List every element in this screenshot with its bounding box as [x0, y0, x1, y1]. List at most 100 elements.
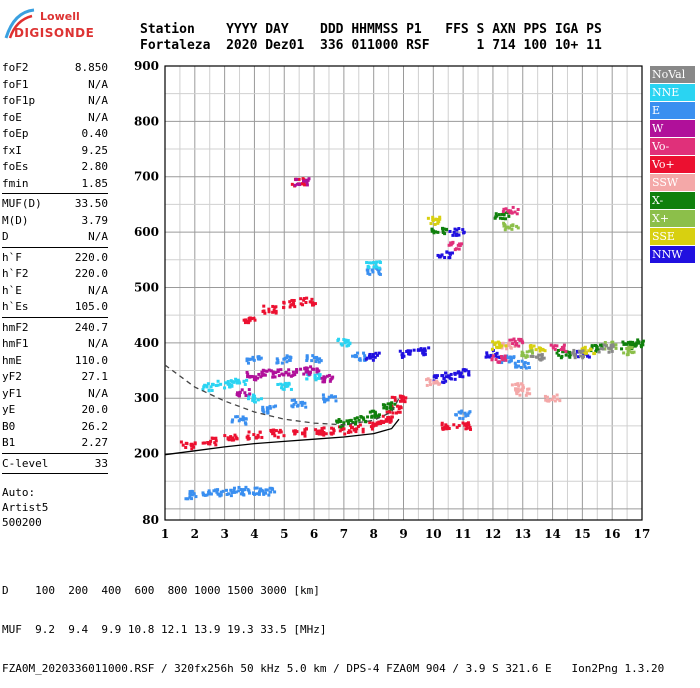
echo-point — [370, 409, 374, 413]
echo-point — [434, 376, 438, 380]
echo-point — [314, 428, 318, 432]
echo-point — [635, 341, 639, 345]
echo-point — [214, 488, 218, 492]
echo-point — [241, 418, 245, 422]
echo-point — [555, 397, 559, 401]
echo-point — [515, 224, 519, 228]
autoscaling-info: Auto: Artist5 500200 — [2, 485, 48, 530]
echo-point — [416, 348, 420, 352]
echo-point — [290, 298, 294, 302]
echo-point — [232, 488, 236, 492]
echo-point — [449, 243, 453, 247]
echo-point — [254, 375, 258, 379]
echo-point — [374, 423, 378, 427]
echo-point — [359, 415, 363, 419]
echo-point — [600, 343, 604, 347]
echo-point — [516, 226, 520, 230]
x-tick-label: 12 — [485, 527, 502, 541]
echo-point — [540, 355, 544, 359]
echo-point — [525, 354, 529, 358]
echo-point — [209, 492, 213, 496]
echo-point — [455, 228, 459, 232]
echo-point — [308, 300, 312, 304]
echo-point — [239, 417, 243, 421]
echo-point — [217, 492, 221, 496]
echo-point — [440, 374, 444, 378]
echo-point — [300, 403, 304, 407]
legend-item: Vo+ — [650, 156, 695, 173]
echo-point — [522, 362, 526, 366]
echo-point — [377, 266, 381, 270]
echo-point — [428, 383, 432, 387]
echo-point — [303, 179, 307, 183]
echo-point — [521, 351, 525, 355]
echo-point — [523, 365, 527, 369]
echo-point — [552, 395, 556, 399]
echo-point — [529, 354, 533, 358]
echo-point — [599, 347, 603, 351]
param-name: B1 — [2, 436, 16, 449]
echo-point — [342, 421, 346, 425]
echo-point — [211, 382, 215, 386]
echo-point — [243, 321, 247, 325]
echo-point — [501, 341, 505, 345]
polarization-legend: NoVal NNE E W Vo- Vo+ SSW X- X+ SSE NNW — [650, 66, 695, 264]
echo-point — [530, 349, 534, 353]
echo-point — [515, 392, 519, 396]
echo-point — [589, 347, 593, 351]
echo-point — [511, 224, 515, 228]
echo-point — [269, 369, 273, 373]
echo-point — [451, 233, 455, 237]
echo-point — [505, 354, 509, 358]
echo-point — [223, 386, 227, 390]
echo-point — [292, 429, 296, 433]
echo-point — [453, 372, 457, 376]
param-row: yE 20.0 — [2, 402, 108, 419]
echo-point — [327, 395, 331, 399]
echo-point — [246, 488, 250, 492]
echo-point — [466, 421, 470, 425]
echo-point — [423, 352, 427, 356]
echo-point — [500, 356, 504, 360]
legend-item: NNW — [650, 246, 695, 263]
footer-distance-row: D 100 200 400 600 800 1000 1500 3000 [km… — [2, 584, 320, 597]
echo-point — [185, 442, 189, 446]
echo-point — [280, 372, 284, 376]
echo-point — [245, 370, 249, 374]
echo-point — [611, 344, 615, 348]
echo-point — [370, 415, 374, 419]
echo-point — [495, 214, 499, 218]
echo-point — [399, 406, 403, 410]
echo-point — [186, 497, 190, 501]
echo-point — [310, 359, 314, 363]
param-value: 26.2 — [81, 419, 109, 433]
echo-point — [540, 357, 544, 361]
echo-point — [304, 405, 308, 409]
echo-point — [268, 404, 272, 408]
param-name: B0 — [2, 419, 16, 433]
echo-point — [319, 429, 323, 433]
echo-point — [234, 490, 238, 494]
echo-point — [398, 410, 402, 414]
echo-point — [435, 374, 439, 378]
echo-point — [351, 354, 355, 358]
echo-point — [499, 354, 503, 358]
echo-point — [632, 350, 636, 354]
echo-point — [564, 349, 568, 353]
echo-point — [317, 360, 321, 364]
echo-point — [215, 490, 219, 494]
echo-point — [270, 486, 274, 490]
echo-point — [449, 241, 453, 245]
echo-point — [527, 366, 531, 370]
param-value: N/A — [88, 283, 108, 297]
echo-point — [436, 253, 440, 257]
echo-point — [596, 348, 600, 352]
echo-point — [457, 424, 461, 428]
x-tick-label: 10 — [425, 527, 442, 541]
echo-point — [377, 420, 381, 424]
echo-point — [432, 380, 436, 384]
param-group-profile: hmF2 240.7 hmF1 N/A hmE 110.0 yF2 27.1 yF1 N/A yE 2… — [2, 320, 108, 454]
echo-point — [406, 349, 410, 353]
echo-point — [391, 411, 395, 415]
echo-point — [372, 261, 376, 265]
